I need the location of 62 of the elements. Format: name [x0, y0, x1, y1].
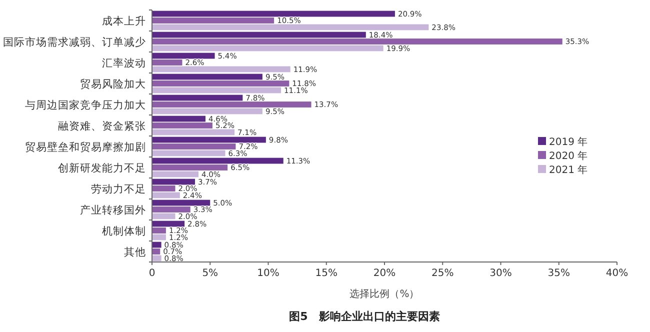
x-tick-label: 15%: [315, 268, 338, 279]
bar: [152, 192, 180, 198]
bar: [152, 94, 243, 101]
bar: [152, 220, 185, 227]
bar: [152, 32, 366, 38]
y-tick-label: 产业转移国外: [80, 204, 146, 216]
bar: [152, 60, 182, 66]
y-tick-label: 与周边国家竞争压力加大: [25, 98, 146, 112]
text: 图5 影响企业出口的主要因素: [289, 310, 440, 323]
y-tick-label: 创新研发能力不足: [58, 162, 146, 174]
bar: [152, 234, 166, 240]
bar: [152, 129, 235, 136]
bar: [152, 38, 562, 44]
x-tick-label: 25%: [432, 268, 454, 279]
y-tick-label: 贸易壁垒和贸易摩擦加剧: [25, 140, 146, 154]
bar: [152, 45, 384, 52]
bar: [152, 74, 262, 80]
bar: [152, 228, 166, 234]
legend-label: 2021 年: [549, 164, 588, 176]
x-tick-label: 5%: [202, 268, 218, 279]
bar: [152, 144, 236, 150]
y-tick-label: 国际市场需求减弱、订单减少: [3, 36, 146, 48]
x-tick-label: 0: [148, 268, 156, 279]
y-tick-label: 融资难、资金紧张: [58, 120, 146, 132]
x-tick-label: 40%: [606, 268, 628, 279]
y-tick-label: 成本上升: [102, 14, 146, 28]
legend-label: 2019 年: [549, 136, 588, 148]
bar: [152, 242, 162, 248]
x-tick-label: 10%: [257, 268, 280, 279]
bar: [152, 136, 266, 143]
bar: [152, 122, 212, 128]
bar: [152, 213, 176, 220]
bar: [152, 200, 210, 206]
bar: [152, 108, 262, 114]
bar: [152, 158, 284, 164]
bar: [152, 66, 290, 72]
x-axis-title: 选择比例（%）: [350, 288, 420, 300]
bar: [152, 186, 176, 192]
bar: [152, 164, 228, 170]
bar: [152, 87, 282, 94]
bar: [152, 52, 215, 59]
bar: [152, 24, 429, 30]
bar: [152, 102, 312, 108]
y-tick-label: 机制体制: [102, 224, 146, 238]
x-tick-label: 30%: [490, 268, 512, 279]
y-tick-label: 贸易风险加大: [80, 78, 146, 90]
x-tick-label: 35%: [548, 268, 570, 279]
bar: [152, 171, 198, 178]
bar: [152, 255, 162, 262]
x-tick-label: 20%: [373, 268, 396, 279]
bar: [152, 10, 395, 17]
bar: [152, 18, 274, 24]
y-tick-label: 汇率波动: [102, 56, 146, 70]
bar: [152, 116, 206, 122]
y-tick-label: 劳动力不足: [91, 182, 146, 196]
y-tick-label: 其他: [124, 246, 146, 258]
bar: [152, 206, 190, 212]
bar: [152, 80, 290, 86]
legend-label: 2020 年: [549, 150, 588, 162]
bar: [152, 178, 196, 185]
bar: [152, 150, 226, 156]
bar: [152, 248, 160, 254]
